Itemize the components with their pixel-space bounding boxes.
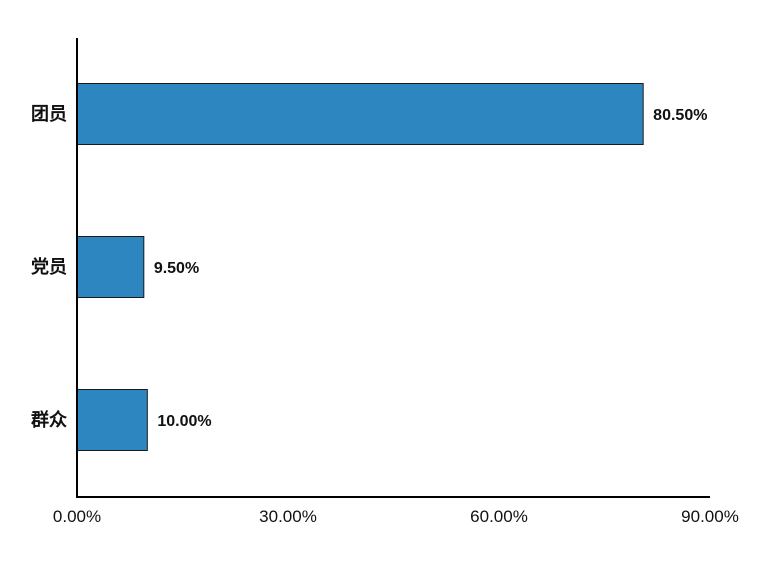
x-tick-label-2: 30.00% (259, 507, 317, 526)
bars-layer (76, 83, 644, 451)
category-label-2: 党员 (31, 256, 67, 278)
x-ticks-layer: 0.00% 30.00% 60.00% 90.00% (53, 507, 739, 526)
data-label-1: 80.50% (653, 107, 707, 124)
x-tick-label-4: 90.00% (681, 507, 739, 526)
x-tick-label-1: 0.00% (53, 507, 101, 526)
data-label-3: 10.00% (157, 413, 211, 430)
category-label-3: 群众 (31, 409, 67, 431)
bar-2 (76, 236, 145, 298)
labels-layer: 团员 80.50% 党员 9.50% 群众 10.00% (31, 104, 707, 431)
x-tick-label-3: 60.00% (470, 507, 528, 526)
category-label-1: 团员 (31, 104, 67, 125)
data-label-2: 9.50% (154, 260, 199, 277)
bar-3 (76, 389, 148, 451)
bar-1 (76, 83, 644, 145)
